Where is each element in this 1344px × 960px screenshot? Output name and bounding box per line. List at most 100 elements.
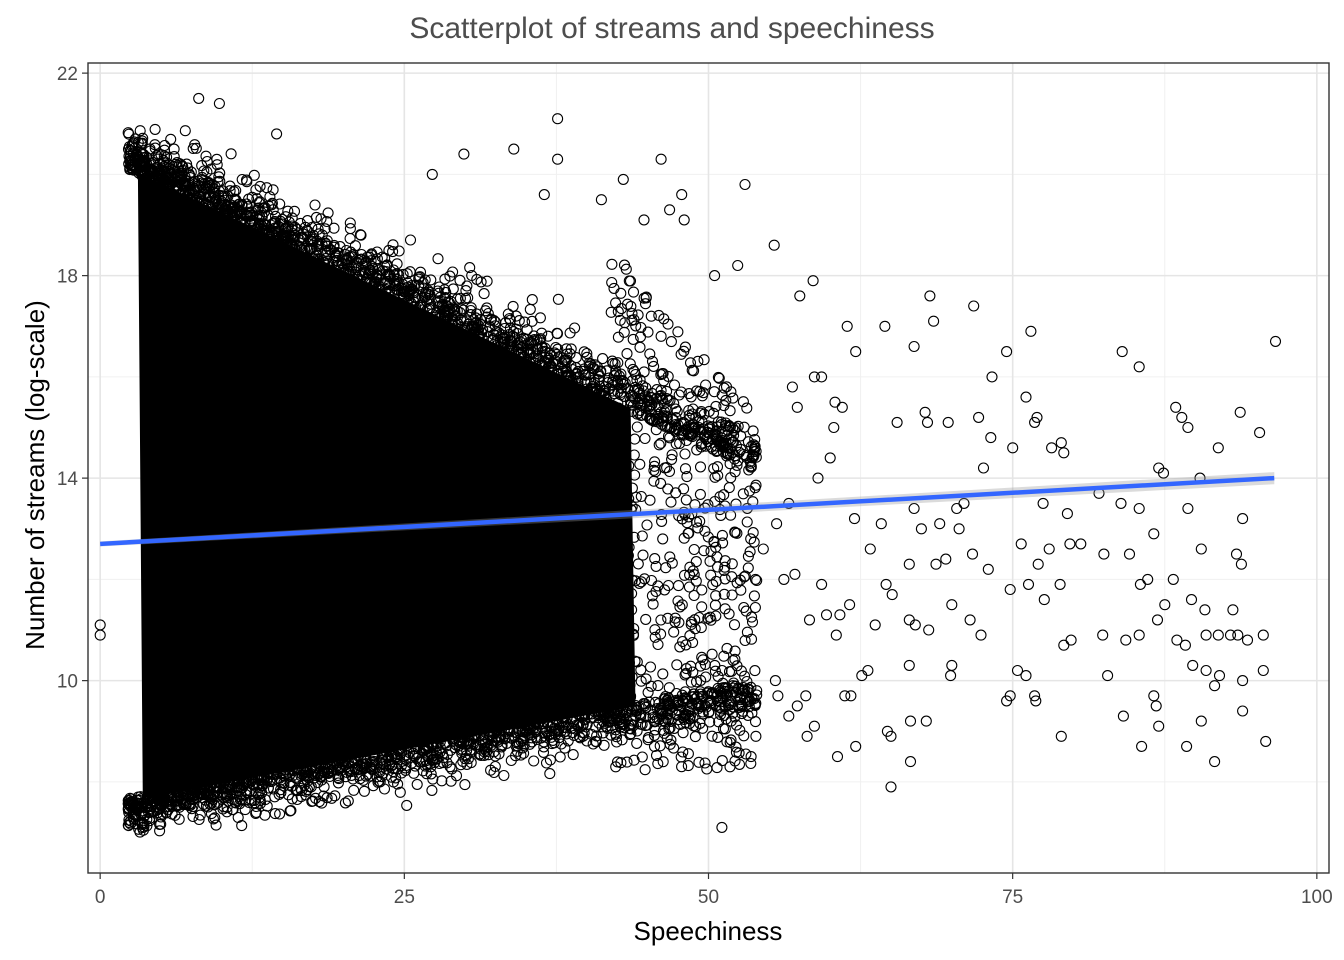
data-point	[719, 573, 731, 585]
data-point	[659, 584, 671, 596]
data-point	[745, 751, 757, 763]
data-point	[179, 125, 191, 137]
data-point	[886, 589, 898, 601]
data-point	[234, 777, 246, 789]
data-point	[408, 743, 420, 755]
data-point	[739, 178, 751, 191]
data-point	[94, 629, 106, 641]
data-point	[1148, 528, 1160, 540]
data-point	[654, 740, 666, 752]
data-point	[209, 180, 221, 193]
data-point	[624, 679, 636, 691]
data-point	[627, 363, 639, 375]
data-point	[661, 393, 673, 405]
data-point	[715, 419, 728, 431]
data-point	[396, 767, 408, 779]
data-point	[741, 402, 753, 414]
data-point	[653, 439, 665, 451]
data-point	[619, 718, 631, 730]
data-point	[668, 379, 681, 391]
data-point	[673, 389, 685, 401]
data-point	[642, 686, 654, 698]
data-point	[1058, 639, 1070, 651]
y-axis-title: Number of streams (log-scale)	[20, 300, 50, 650]
data-point	[958, 497, 970, 509]
data-point	[552, 113, 564, 125]
data-point	[973, 411, 985, 423]
data-point	[624, 275, 637, 287]
data-point	[122, 819, 134, 831]
data-point	[135, 148, 147, 160]
data-point	[371, 771, 383, 783]
data-point	[658, 406, 671, 418]
data-point	[233, 198, 246, 210]
data-point	[303, 781, 315, 793]
data-point	[633, 701, 645, 713]
data-point	[408, 767, 420, 779]
data-point	[354, 229, 366, 241]
trend-line	[100, 475, 1275, 547]
data-point	[1234, 406, 1246, 418]
data-point	[288, 205, 301, 217]
data-point	[742, 550, 754, 562]
data-point	[573, 709, 585, 721]
data-point	[193, 191, 205, 203]
data-point	[126, 163, 138, 176]
data-point	[630, 320, 642, 332]
data-point	[704, 716, 716, 728]
data-point	[578, 368, 590, 381]
data-point	[279, 763, 291, 775]
data-point	[611, 615, 623, 627]
data-point	[655, 153, 667, 165]
data-point	[606, 355, 618, 367]
data-point	[903, 614, 915, 626]
data-point	[202, 183, 214, 195]
data-point	[678, 214, 690, 226]
data-point	[726, 446, 739, 459]
data-point	[831, 751, 844, 763]
data-point	[656, 411, 668, 423]
data-point	[725, 665, 738, 677]
data-point	[483, 729, 495, 741]
data-point	[737, 488, 749, 500]
data-point	[1029, 690, 1041, 702]
data-point	[729, 711, 741, 723]
data-point	[736, 688, 748, 700]
data-point	[606, 433, 618, 445]
data-point	[645, 310, 657, 322]
data-point	[670, 487, 682, 499]
data-point	[456, 736, 468, 748]
data-point	[710, 426, 722, 438]
data-point	[613, 428, 625, 440]
data-point	[394, 786, 406, 798]
data-point	[646, 355, 659, 367]
data-point	[187, 800, 199, 813]
data-point	[342, 795, 354, 807]
data-point	[198, 165, 210, 177]
data-point	[312, 223, 324, 235]
data-point	[262, 767, 274, 779]
data-point	[425, 768, 437, 780]
data-point	[414, 756, 427, 768]
data-point	[637, 380, 649, 392]
data-point	[404, 266, 416, 278]
data-point	[747, 527, 759, 539]
data-point	[426, 784, 438, 796]
data-point	[388, 264, 400, 276]
data-point	[520, 355, 532, 367]
data-point	[329, 790, 341, 802]
data-point	[648, 360, 660, 372]
data-point	[621, 348, 633, 360]
data-point	[579, 708, 591, 720]
data-point	[1199, 604, 1211, 616]
data-point	[608, 370, 620, 382]
data-point	[321, 215, 333, 228]
data-point	[552, 365, 564, 377]
data-point	[632, 558, 644, 570]
data-point	[696, 601, 708, 613]
data-point	[1075, 538, 1087, 550]
data-point	[207, 813, 219, 825]
data-point	[1055, 437, 1067, 449]
data-point	[615, 303, 628, 315]
data-point	[709, 665, 721, 677]
